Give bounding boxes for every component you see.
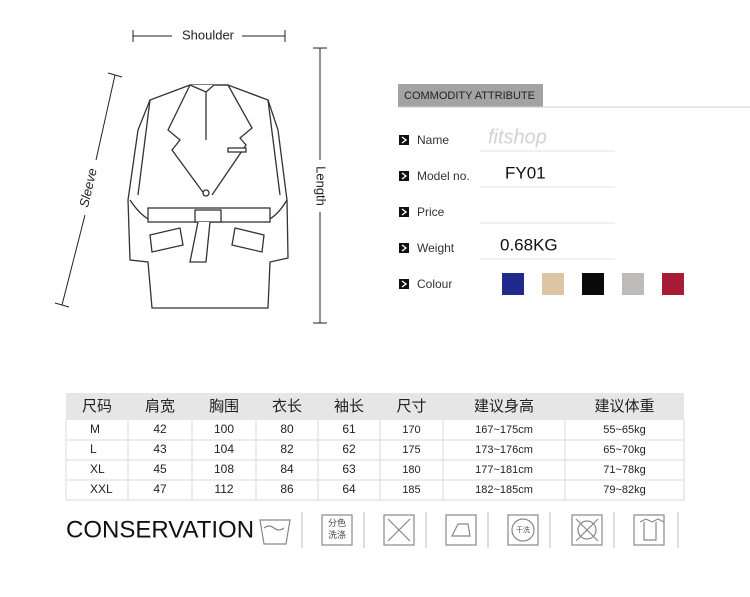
table-cell: 62 <box>342 442 356 456</box>
table-header-cell: 建议体重 <box>594 398 654 415</box>
table-cell: XL <box>90 462 105 476</box>
table-cell: 64 <box>342 482 356 496</box>
care-label-box: 分色洗涤 <box>327 518 346 540</box>
attribute-header-bg <box>398 84 543 107</box>
table-cell: 65~70kg <box>603 444 646 456</box>
attribute-value: FY01 <box>505 163 546 182</box>
table-cell: 173~176cm <box>475 444 533 456</box>
table-header-cell: 袖长 <box>334 398 364 415</box>
table-cell: 175 <box>402 444 420 456</box>
attribute-label: Name <box>417 133 449 147</box>
conservation-title: CONSERVATION <box>66 516 254 543</box>
table-cell: 167~175cm <box>475 424 533 436</box>
bullet-arrow <box>401 136 408 144</box>
table-header-cell: 胸围 <box>209 398 239 415</box>
colour-swatch <box>502 273 524 295</box>
table-cell: M <box>90 422 100 436</box>
table-header-cell: 尺寸 <box>396 398 426 415</box>
table-cell: 180 <box>402 464 420 476</box>
table-cell: 86 <box>280 482 294 496</box>
shoulder-label: Shoulder <box>182 27 235 42</box>
table-cell: 80 <box>280 422 294 436</box>
table-cell: 108 <box>214 462 234 476</box>
bullet <box>399 243 409 253</box>
sleeve-label: Sleeve <box>76 167 100 209</box>
attribute-label: Price <box>417 205 445 219</box>
attribute-value: fitshop <box>488 126 547 148</box>
table-header-cell: 尺码 <box>82 398 112 415</box>
care-separators <box>301 512 679 548</box>
table-cell: 182~185cm <box>475 484 533 496</box>
colour-swatch <box>622 273 644 295</box>
table-cell: 170 <box>402 424 420 436</box>
bullet <box>399 279 409 289</box>
table-header-bg <box>66 393 684 420</box>
length-label: Length <box>314 166 329 206</box>
table-header-cell: 肩宽 <box>145 398 175 415</box>
dimension-lines <box>54 30 327 324</box>
table-cell: 82 <box>280 442 294 456</box>
bullet <box>399 207 409 217</box>
colour-swatch <box>542 273 564 295</box>
attribute-label: Weight <box>417 241 455 255</box>
bullet-arrow <box>401 280 408 288</box>
attribute-label: Colour <box>417 277 452 291</box>
table-cell: 112 <box>214 482 233 496</box>
bullet <box>399 171 409 181</box>
care-label: 分色洗涤 <box>327 518 346 540</box>
table-cell: 63 <box>342 462 356 476</box>
table-header-cell: 衣长 <box>272 398 302 415</box>
table-cell: 71~78kg <box>603 464 646 476</box>
bullet-arrow <box>401 244 408 252</box>
table-cell: 177~181cm <box>475 464 533 476</box>
table-cell: 42 <box>153 422 167 436</box>
colour-swatch <box>582 273 604 295</box>
table-cell: 84 <box>280 462 294 476</box>
table-cell: 47 <box>153 482 167 496</box>
table-cell: 43 <box>153 442 167 456</box>
bullet <box>399 135 409 145</box>
attribute-title: COMMODITY ATTRIBUTE <box>404 90 535 102</box>
care-icons <box>259 514 665 546</box>
table-cell: L <box>90 442 97 456</box>
attribute-label: Model no. <box>417 169 470 183</box>
table-cell: 79~82kg <box>603 484 646 496</box>
jacket-drawing <box>127 84 289 309</box>
table-cell: 104 <box>214 442 234 456</box>
colour-swatch <box>662 273 684 295</box>
care-label: 干洗 <box>516 525 530 534</box>
size-table: 尺码 肩宽 胸围 衣长 袖长 尺寸 建议身高 建议体重 M 42 100 80 61 170 167~175… <box>65 393 685 501</box>
table-cell: 100 <box>214 422 234 436</box>
bullet-arrow <box>401 172 408 180</box>
table-cell: XXL <box>90 482 113 496</box>
table-header-cell: 建议身高 <box>474 398 534 415</box>
bullet-arrow <box>401 208 408 216</box>
table-cell: 45 <box>153 462 167 476</box>
attribute-rows: Name fitshop Model no. FY01 Price Weight 0.68K… <box>399 126 684 295</box>
table-cell: 55~65kg <box>603 424 646 436</box>
attribute-value: 0.68KG <box>500 235 558 254</box>
table-cell: 61 <box>342 422 356 436</box>
table-cell: 185 <box>402 484 420 496</box>
